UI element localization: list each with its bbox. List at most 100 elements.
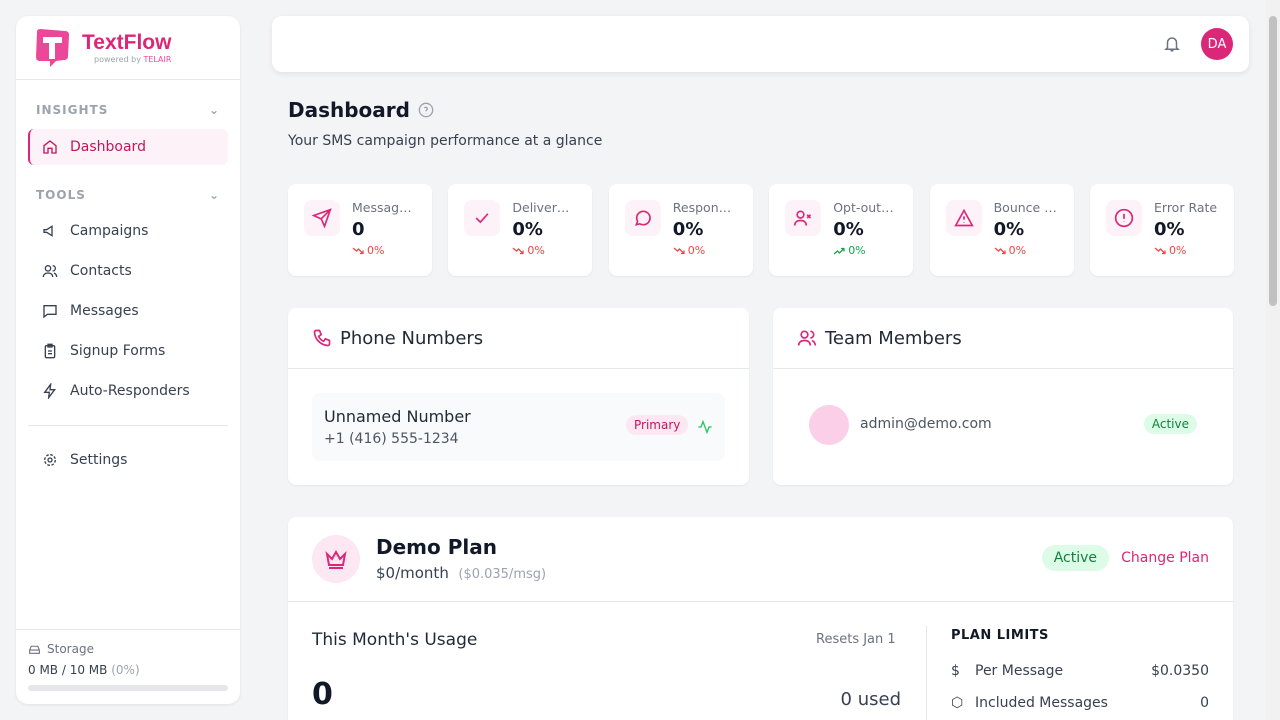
brand[interactable]: TextFlow powered by TELAIR	[16, 16, 240, 80]
user-avatar[interactable]: DA	[1201, 28, 1233, 60]
plan-status-badge: Active	[1041, 545, 1109, 571]
stat-card[interactable]: Error Rate 0% 0%	[1090, 184, 1234, 276]
limit-value: 0	[1200, 695, 1209, 711]
chevron-down-icon: ⌄	[208, 188, 220, 202]
sidebar-item-label: Auto-Responders	[70, 383, 190, 399]
stat-label: Bounce Rate	[993, 200, 1058, 215]
sidebar-item-messages[interactable]: Messages	[28, 291, 228, 331]
stat-card[interactable]: Bounce Rate 0% 0%	[929, 184, 1074, 276]
stat-trend: 0%	[848, 244, 866, 257]
limit-row: $ Per Message $0.0350	[951, 663, 1209, 679]
send-icon	[312, 208, 332, 228]
stat-label: Opt-out Rate	[833, 200, 897, 215]
powered-brand: TELAIR	[143, 54, 172, 64]
sidebar-item-label: Campaigns	[70, 223, 149, 239]
usage-count: 0	[312, 677, 333, 712]
gear-icon	[44, 454, 56, 466]
phone-number-item[interactable]: Unnamed Number +1 (416) 555-1234 Primary	[312, 393, 725, 461]
user-x-icon	[794, 210, 812, 226]
megaphone-icon	[43, 225, 53, 237]
phone-icon	[313, 329, 331, 347]
users-icon	[797, 330, 817, 346]
stat-value: 0%	[512, 219, 543, 240]
plan-price: $0/month	[376, 564, 449, 582]
stat-label: Error Rate	[1154, 200, 1218, 215]
hard-drive-icon	[29, 645, 40, 654]
stat-value: 0	[352, 219, 365, 240]
help-icon[interactable]	[418, 102, 434, 118]
stat-card[interactable]: Opt-out Rate 0% 0%	[769, 184, 914, 276]
activity-icon	[698, 419, 712, 435]
stat-label: Messages Sent	[352, 200, 416, 215]
sidebar-item-dashboard[interactable]: Dashboard	[28, 129, 228, 165]
stat-card[interactable]: Response Rate 0% 0%	[608, 184, 753, 276]
alert-circle-icon	[1114, 208, 1134, 228]
scrollbar[interactable]	[1266, 0, 1280, 720]
usage-used: 0 used	[840, 689, 901, 710]
zap-icon	[43, 383, 56, 399]
usage-title: This Month's Usage	[312, 630, 478, 650]
limit-label: Included Messages	[975, 695, 1108, 711]
message-icon	[43, 305, 57, 319]
member-status-badge: Active	[1143, 414, 1197, 434]
storage-widget: Storage 0 MB / 10 MB (0%)	[16, 629, 240, 704]
sidebar-item-label: Contacts	[70, 263, 132, 279]
resets-label: Resets Jan 1	[816, 632, 896, 647]
sidebar-item-signup-forms[interactable]: Signup Forms	[28, 331, 228, 371]
sidebar-item-campaigns[interactable]: Campaigns	[28, 211, 228, 251]
sidebar-item-auto-responders[interactable]: Auto-Responders	[28, 371, 228, 411]
sidebar-item-label: Settings	[70, 452, 128, 468]
stat-value: 0%	[672, 219, 704, 240]
stat-label: Response Rate	[672, 200, 737, 215]
sidebar-item-contacts[interactable]: Contacts	[28, 251, 228, 291]
powered-by: powered by	[94, 54, 144, 64]
limit-label: Per Message	[975, 663, 1064, 679]
stat-trend: 0%	[527, 244, 545, 257]
member-avatar	[809, 405, 849, 445]
section-tools[interactable]: TOOLS ⌄	[16, 185, 240, 205]
scrollbar-thumb[interactable]	[1269, 16, 1277, 306]
sidebar: TextFlow powered by TELAIR INSIGHTS ⌄ Das…	[16, 16, 240, 704]
check-icon	[475, 213, 489, 224]
sidebar-item-label: Dashboard	[70, 139, 146, 155]
message-circle-icon	[634, 210, 651, 226]
sidebar-item-settings[interactable]: Settings	[28, 440, 228, 480]
clipboard-icon	[44, 343, 56, 359]
stat-label: Delivery Rate	[512, 200, 577, 215]
home-icon	[43, 140, 57, 154]
stat-value: 0%	[993, 219, 1025, 240]
trending-down-icon	[673, 247, 685, 254]
stat-card[interactable]: Delivery Rate 0% 0%	[448, 184, 593, 276]
section-insights[interactable]: INSIGHTS ⌄	[16, 100, 240, 120]
trending-down-icon	[512, 247, 525, 254]
member-email: admin@demo.com	[860, 416, 992, 432]
section-label: TOOLS	[36, 188, 86, 202]
stat-trend: 0%	[687, 244, 706, 257]
card-title: Team Members	[825, 327, 962, 349]
plan-card: Demo Plan $0/month ($0.035/msg) Active C…	[288, 517, 1233, 720]
bell-icon[interactable]	[1163, 35, 1181, 53]
plan-limits-title: PLAN LIMITS	[951, 628, 1049, 643]
trending-up-icon	[833, 247, 845, 254]
textflow-logo	[36, 28, 69, 67]
limit-value: $0.0350	[1151, 663, 1209, 679]
trending-down-icon	[352, 247, 364, 254]
brand-name: TextFlow	[82, 30, 172, 54]
sidebar-item-label: Signup Forms	[70, 343, 166, 359]
crown-icon	[325, 549, 347, 569]
phone-numbers-card: Phone Numbers Unnamed Number +1 (416) 55…	[288, 308, 749, 485]
chevron-down-icon: ⌄	[208, 103, 220, 117]
sidebar-item-label: Messages	[70, 303, 139, 319]
change-plan-link[interactable]: Change Plan	[1121, 550, 1209, 566]
stat-card[interactable]: Messages Sent 0 0%	[288, 184, 432, 276]
trending-down-icon	[1154, 247, 1166, 254]
stat-trend: 0%	[1169, 244, 1187, 257]
page-subtitle: Your SMS campaign performance at a glanc…	[288, 133, 603, 149]
stat-value: 0%	[833, 219, 864, 240]
dollar-icon: $	[951, 663, 960, 679]
card-title: Phone Numbers	[340, 327, 484, 349]
plan-name: Demo Plan	[376, 535, 497, 559]
primary-badge: Primary	[626, 415, 689, 435]
page-title: Dashboard	[288, 98, 410, 122]
stat-trend: 0%	[367, 244, 385, 257]
